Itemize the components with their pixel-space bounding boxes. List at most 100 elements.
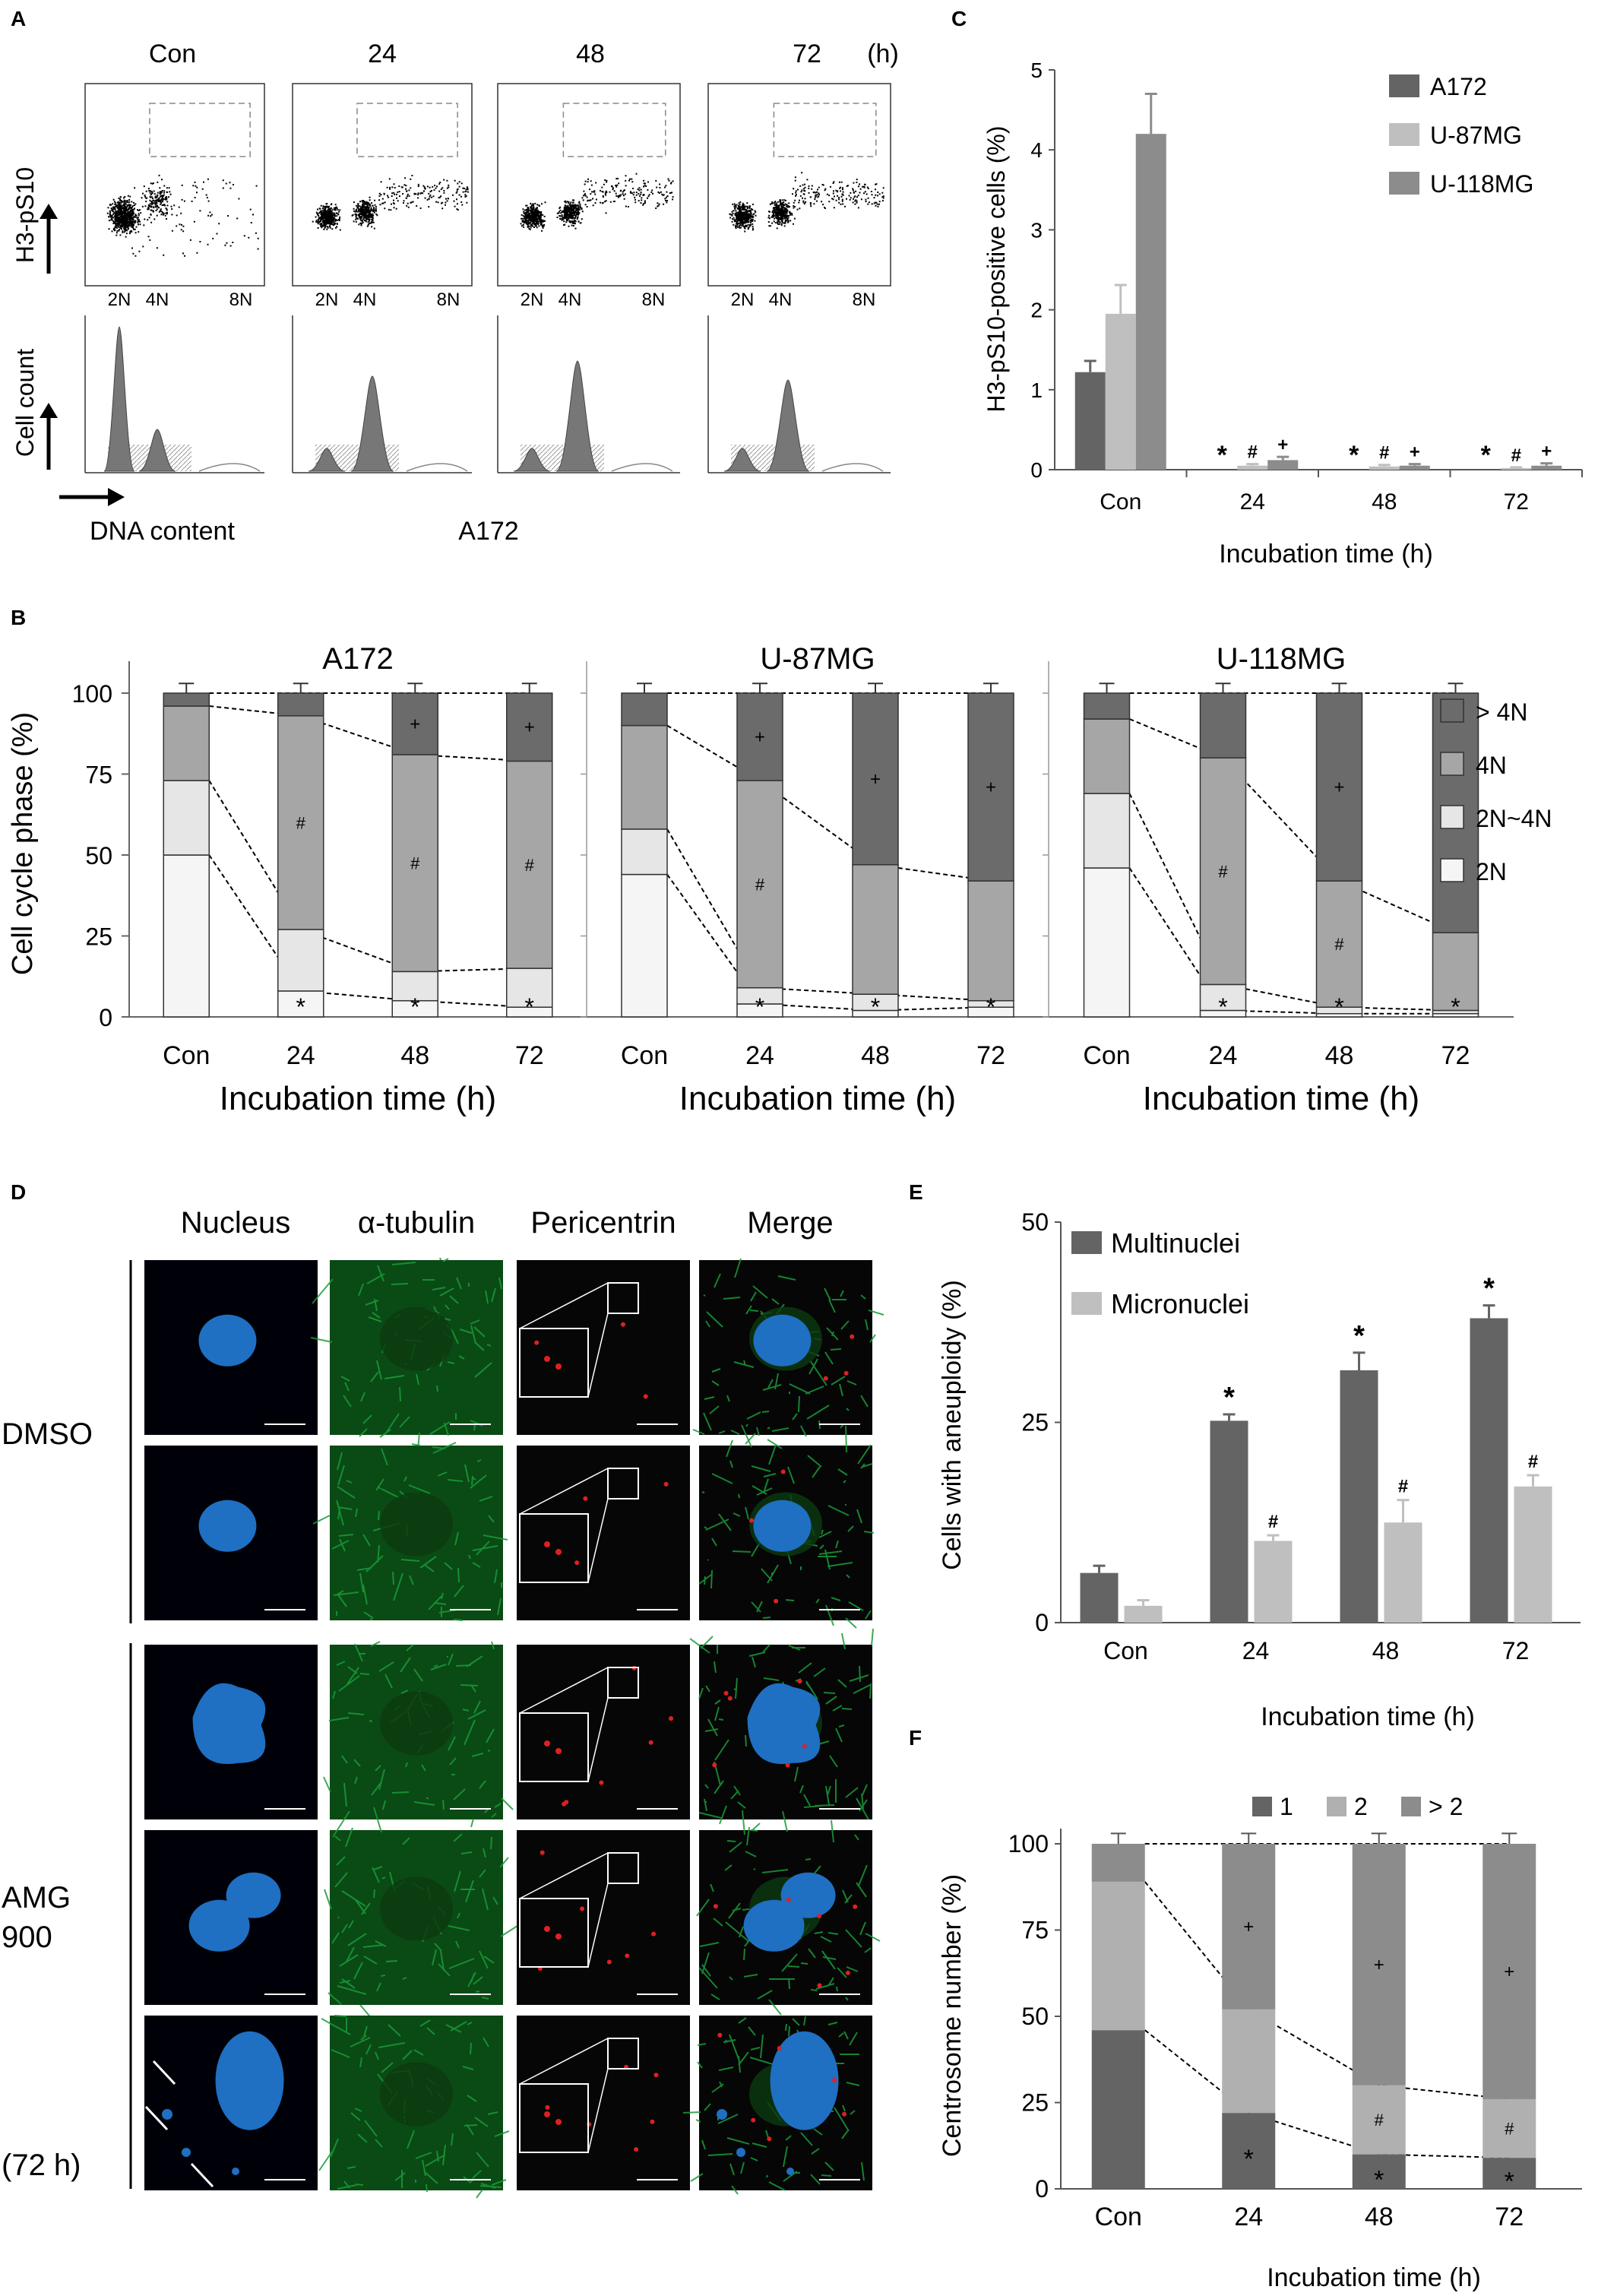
stacked-bar-segment: [391, 971, 438, 1002]
centrosome-dot: [845, 1970, 850, 1975]
significance-marker: +: [755, 727, 765, 748]
stacked-bar-segment: [163, 854, 210, 1018]
significance-marker: *: [1218, 993, 1227, 1021]
centrosome-dot: [555, 1363, 562, 1370]
centrosome-dot: [544, 1356, 550, 1362]
scatter-plot-frame: [497, 83, 681, 287]
y-tick-label: 4: [1030, 138, 1043, 162]
x-tick-label: 72: [976, 1041, 1005, 1070]
legend-label: > 2: [1429, 1793, 1463, 1820]
significance-marker: *: [1451, 993, 1460, 1021]
significance-marker: #: [525, 856, 535, 875]
x-tick-label: 48: [1365, 2203, 1394, 2231]
legend-label: 4N: [1476, 752, 1507, 779]
legend-swatch: [1071, 1292, 1102, 1315]
centrosome-dot: [780, 1469, 786, 1474]
stacked-bar-segment: [1083, 867, 1131, 1018]
micronucleus: [182, 2148, 191, 2157]
stacked-bar-segment: [1199, 983, 1247, 1012]
y-tick-label: 0: [1035, 2175, 1049, 2203]
histogram-polyploid-curve: [406, 463, 468, 472]
phase-connector-line: [1128, 793, 1456, 1012]
zoom-inset: [519, 1712, 589, 1782]
x-tick-label: 24: [1209, 1041, 1238, 1070]
significance-marker: *: [871, 993, 880, 1021]
scatter-dots: [106, 174, 259, 257]
bar: [1210, 1420, 1248, 1623]
micronucleus: [717, 2109, 727, 2120]
x-tick-label: 2N: [108, 290, 131, 310]
significance-marker: +: [870, 769, 881, 790]
bar: [1267, 460, 1299, 470]
centrosome-dot: [751, 2117, 756, 2123]
header-nucleus: Nucleus: [181, 1206, 291, 1240]
x-tick-label: 2N: [521, 290, 544, 310]
significance-marker: +: [1243, 1917, 1254, 1937]
stacked-bar-segment: [1352, 2085, 1406, 2155]
stacked-bar-segment: [1222, 2009, 1276, 2114]
cell-count-axis-label: Cell count: [11, 349, 39, 457]
legend-label: U-118MG: [1430, 170, 1533, 198]
zoom-connector: [587, 1313, 609, 1398]
stacked-bar-segment: [1483, 2098, 1536, 2158]
stacked-bar-segment: [967, 692, 1014, 882]
nucleus-shape: [743, 1899, 805, 1952]
legend-swatch: [1389, 74, 1419, 97]
legend-label: U-87MG: [1430, 122, 1522, 149]
centrosome-dot: [544, 1541, 550, 1547]
stacked-bar-segment: [163, 692, 210, 707]
bar: [1501, 467, 1532, 470]
x-axis-label: Incubation time (h): [1261, 1702, 1475, 1731]
phase-connector-line: [208, 854, 530, 1009]
y-axis-label: Centrosome number (%): [938, 1874, 967, 2157]
centrosome-dot: [842, 2111, 847, 2117]
phase-connector-line: [666, 828, 992, 1002]
x-axis-label: Incubation time (h): [1219, 540, 1433, 568]
nucleus-shape: [753, 1500, 812, 1552]
histogram-polyploid-curve: [611, 463, 673, 472]
condition-label-48: 48: [576, 40, 605, 68]
x-tick-label: 24: [1242, 1637, 1270, 1664]
centrosome-dot: [843, 1370, 849, 1376]
y-tick-label: 100: [1008, 1830, 1049, 1857]
centrosome-dot: [544, 1740, 550, 1747]
centrosome-dot: [663, 1481, 669, 1487]
panel-f-chart: Centrosome number (%) Incubation time (h…: [938, 1793, 1582, 2292]
group-label-amg: AMG: [2, 1881, 71, 1914]
centrosome-dot: [713, 1904, 718, 1909]
group-title: U-87MG: [760, 642, 875, 676]
histogram-peak-4n: [766, 379, 810, 472]
up-arrow-head-icon: [40, 204, 58, 219]
centrosome-dot: [634, 2147, 639, 2152]
centrosome-dot: [643, 1394, 648, 1399]
centrosome-dot: [850, 1334, 855, 1339]
x-axis-label: Incubation time (h): [220, 1080, 496, 1117]
nucleus-shape: [192, 1683, 266, 1765]
significance-marker: *: [1483, 1273, 1495, 1305]
legend-swatch: [1327, 1797, 1346, 1816]
bar: [1074, 372, 1106, 470]
header-pericentrin: Pericentrin: [530, 1206, 676, 1240]
stacked-bar-segment: [621, 873, 668, 1018]
x-tick-label: Con: [1103, 1637, 1148, 1664]
stacked-bar-segment: [1222, 2113, 1276, 2189]
centrosome-dot: [648, 1740, 653, 1745]
x-tick-label: 24: [1240, 489, 1265, 515]
header-alpha-tubulin: α-tubulin: [358, 1206, 475, 1240]
stacked-bar-segment: [621, 692, 668, 727]
centrosome-dot: [534, 1340, 540, 1345]
centrosome-dot: [767, 2136, 772, 2142]
micrograph-tile: [517, 1260, 690, 1435]
legend-swatch: [1389, 172, 1419, 195]
significance-marker: *: [1334, 993, 1343, 1021]
scatter-dots: [520, 173, 674, 232]
phase-connector-line: [209, 705, 530, 762]
y-axis-label: Cell cycle phase (%): [7, 712, 39, 975]
stacked-bar-segment: [1091, 1844, 1145, 1882]
legend-swatch: [1440, 698, 1464, 723]
panel-e-chart: Cells with aneuploidy (%) Incubation tim…: [938, 1208, 1581, 1731]
significance-marker: *: [525, 993, 534, 1021]
x-tick-label: Con: [1095, 2203, 1142, 2231]
zoom-box: [607, 1852, 639, 1884]
histogram-peak-2n: [308, 448, 346, 472]
